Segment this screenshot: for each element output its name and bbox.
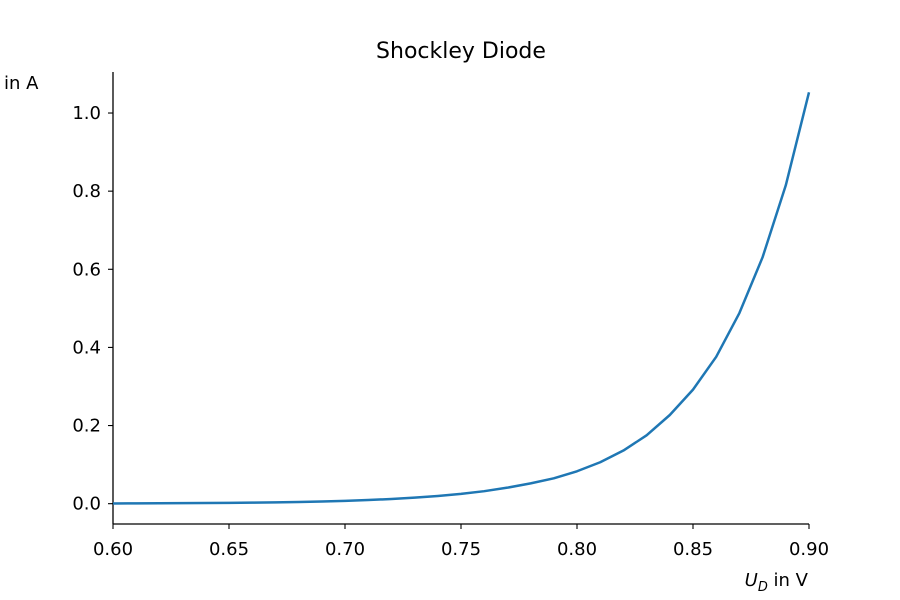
x-tick-label: 0.80 — [557, 539, 597, 560]
y-tick-label: 0.0 — [72, 494, 101, 515]
x-tick-label: 0.85 — [673, 539, 713, 560]
x-axis-label: UD in V — [745, 570, 809, 595]
x-tick-label: 0.75 — [441, 539, 481, 560]
y-axis-label: in A — [4, 73, 39, 94]
chart-title: Shockley Diode — [376, 39, 546, 64]
x-tick-label: 0.90 — [789, 539, 829, 560]
y-tick-label: 1.0 — [72, 103, 101, 124]
x-ticks: 0.60 0.65 0.70 0.75 0.80 0.85 0.90 — [93, 524, 829, 560]
y-tick-label: 0.8 — [72, 181, 101, 202]
y-tick-label: 0.2 — [72, 416, 101, 437]
x-tick-label: 0.70 — [325, 539, 365, 560]
series-line — [112, 92, 811, 505]
x-tick-label: 0.60 — [93, 539, 133, 560]
y-tick-label: 0.4 — [72, 337, 101, 358]
y-ticks: 0.0 0.2 0.4 0.6 0.8 1.0 — [72, 103, 113, 515]
x-tick-label: 0.65 — [209, 539, 249, 560]
y-tick-label: 0.6 — [72, 259, 101, 280]
series-layer — [112, 92, 811, 505]
